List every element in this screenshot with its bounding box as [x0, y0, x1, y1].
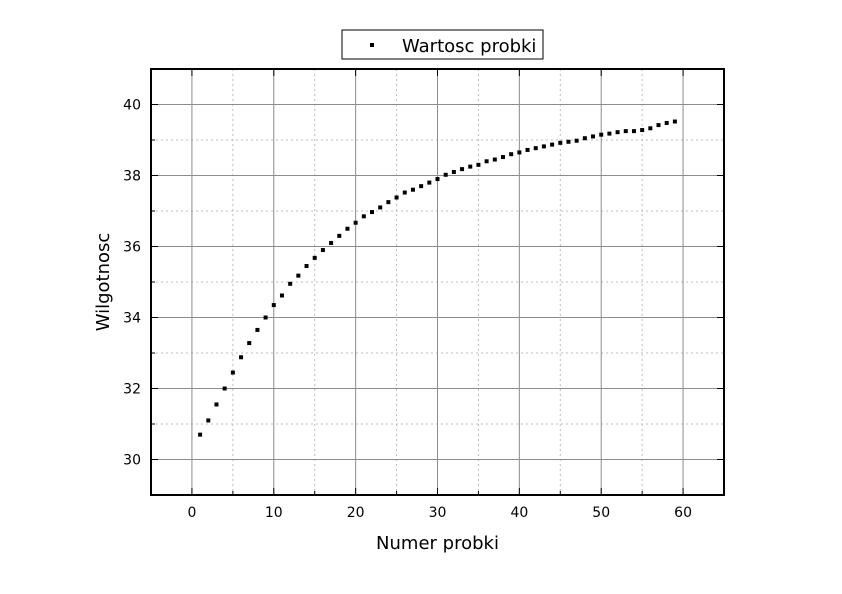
data-points — [198, 119, 677, 437]
data-point — [378, 205, 383, 210]
data-point — [198, 432, 203, 437]
data-point — [427, 180, 432, 185]
legend-box — [341, 29, 544, 60]
data-point — [460, 167, 465, 172]
data-point — [345, 226, 350, 231]
data-point — [443, 172, 448, 177]
data-point — [329, 240, 334, 245]
data-point — [550, 142, 555, 147]
data-point — [582, 136, 587, 141]
data-point — [394, 195, 399, 200]
data-point — [239, 355, 244, 360]
data-point — [288, 281, 293, 286]
data-point — [533, 146, 538, 151]
data-point — [214, 402, 219, 407]
y-tick-label: 34 — [123, 311, 141, 327]
data-point — [615, 130, 620, 135]
x-tick-label: 30 — [429, 505, 447, 521]
data-point — [370, 210, 375, 215]
data-point — [541, 144, 546, 149]
x-tick-label: 20 — [347, 505, 365, 521]
y-tick-label: 30 — [123, 453, 141, 469]
data-point — [484, 159, 489, 164]
data-point — [591, 134, 596, 139]
data-point — [509, 152, 514, 157]
data-point — [222, 386, 227, 391]
data-point — [468, 164, 473, 169]
x-tick-label: 10 — [265, 505, 283, 521]
data-point — [607, 131, 612, 136]
data-point — [263, 315, 268, 320]
data-point — [255, 327, 260, 332]
data-point — [631, 129, 636, 134]
data-point — [558, 140, 563, 145]
data-point — [206, 418, 211, 423]
data-point — [435, 177, 440, 182]
axis-ticks: 0 10 20 30 40 50 60 30 32 34 36 38 40 — [123, 68, 725, 521]
data-point — [623, 129, 628, 134]
data-point — [656, 123, 661, 128]
data-point — [476, 162, 481, 167]
y-tick-label: 32 — [123, 382, 141, 398]
x-tick-label: 50 — [592, 505, 610, 521]
data-point — [304, 264, 309, 269]
y-tick-label: 36 — [123, 240, 141, 256]
data-point — [640, 128, 645, 133]
data-point — [271, 303, 276, 308]
legend-marker — [370, 43, 374, 47]
data-point — [386, 200, 391, 205]
data-point — [337, 233, 342, 238]
x-tick-label: 60 — [674, 505, 692, 521]
y-tick-label: 38 — [123, 169, 141, 185]
grid-lines — [150, 68, 725, 496]
data-point — [410, 187, 415, 192]
data-point — [566, 139, 571, 144]
x-tick-label: 0 — [187, 505, 196, 521]
data-point — [664, 120, 669, 125]
data-point — [230, 370, 235, 375]
data-point — [574, 138, 579, 143]
data-point — [353, 220, 358, 225]
data-point — [402, 190, 407, 195]
legend: Wartosc probki — [341, 29, 544, 60]
data-point — [500, 155, 505, 160]
data-point — [247, 341, 252, 346]
data-point — [361, 214, 366, 219]
x-axis-title: Numer probki — [376, 533, 499, 554]
data-point — [599, 132, 604, 137]
data-point — [648, 126, 653, 131]
y-tick-label: 40 — [123, 98, 141, 114]
data-point — [296, 273, 301, 278]
data-point — [492, 157, 497, 162]
data-point — [517, 150, 522, 155]
y-axis-title: Wilgotnosc — [93, 233, 114, 332]
data-point — [320, 248, 325, 253]
legend-label: Wartosc probki — [402, 36, 536, 57]
data-point — [312, 255, 317, 260]
data-point — [672, 119, 677, 124]
data-point — [279, 293, 284, 298]
data-point — [525, 147, 530, 152]
data-point — [419, 184, 424, 189]
x-tick-label: 40 — [510, 505, 528, 521]
data-point — [451, 169, 456, 174]
